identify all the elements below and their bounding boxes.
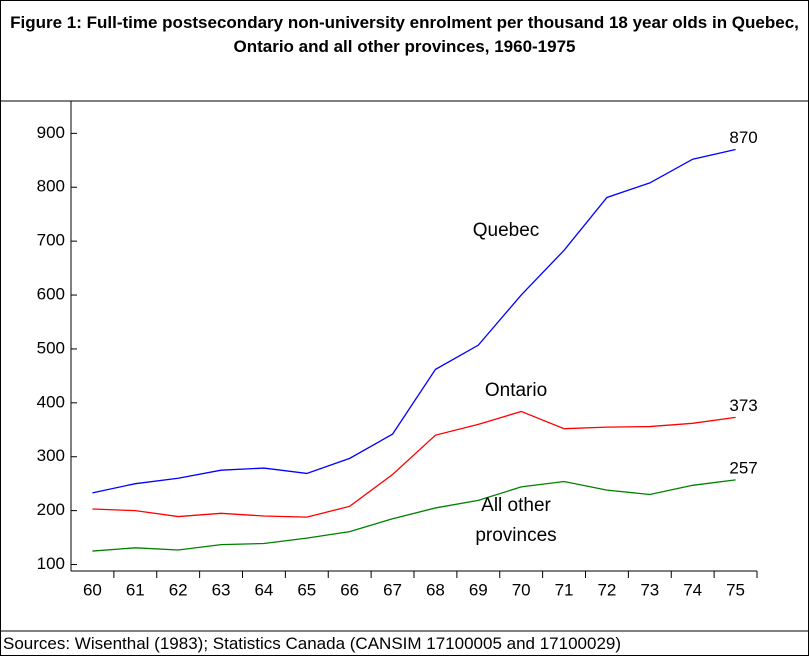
x-tick-label: 72 — [597, 580, 616, 599]
y-tick-label: 500 — [37, 338, 65, 357]
x-tick-label: 64 — [254, 580, 273, 599]
y-tick-label: 600 — [37, 285, 65, 304]
y-tick-label: 300 — [37, 446, 65, 465]
x-tick-label: 74 — [683, 580, 702, 599]
chart-title: Figure 1: Full-time postsecondary non-un… — [10, 13, 799, 56]
x-tick-label: 75 — [726, 580, 745, 599]
x-tick-label: 61 — [126, 580, 145, 599]
x-tick-label: 73 — [640, 580, 659, 599]
x-tick-label: 63 — [212, 580, 231, 599]
y-tick-label: 100 — [37, 554, 65, 573]
end-value-label: 373 — [729, 396, 757, 415]
y-tick-label: 400 — [37, 392, 65, 411]
series-label: Ontario — [484, 380, 548, 401]
y-tick-label: 700 — [37, 231, 65, 250]
series-label: All other provinces — [475, 495, 557, 546]
x-tick-label: 68 — [426, 580, 445, 599]
y-tick-label: 900 — [37, 123, 65, 142]
x-tick-label: 69 — [469, 580, 488, 599]
source: Sources: Wisenthal (1983); Statistics Ca… — [3, 634, 622, 653]
series-line — [92, 410, 736, 518]
series-label: Quebec — [472, 220, 540, 241]
x-tick-label: 71 — [555, 580, 574, 599]
series-line — [92, 148, 736, 494]
x-tick-label: 67 — [383, 580, 402, 599]
x-tick-label: 66 — [340, 580, 359, 599]
end-value-label: 870 — [729, 128, 757, 147]
x-tick-label: 65 — [297, 580, 316, 599]
y-tick-label: 200 — [37, 500, 65, 519]
x-tick-label: 70 — [512, 580, 531, 599]
end-value-label: 257 — [729, 458, 757, 477]
y-tick-label: 800 — [37, 177, 65, 196]
x-tick-label: 60 — [83, 580, 102, 599]
series-line — [92, 479, 736, 552]
x-tick-label: 62 — [169, 580, 188, 599]
